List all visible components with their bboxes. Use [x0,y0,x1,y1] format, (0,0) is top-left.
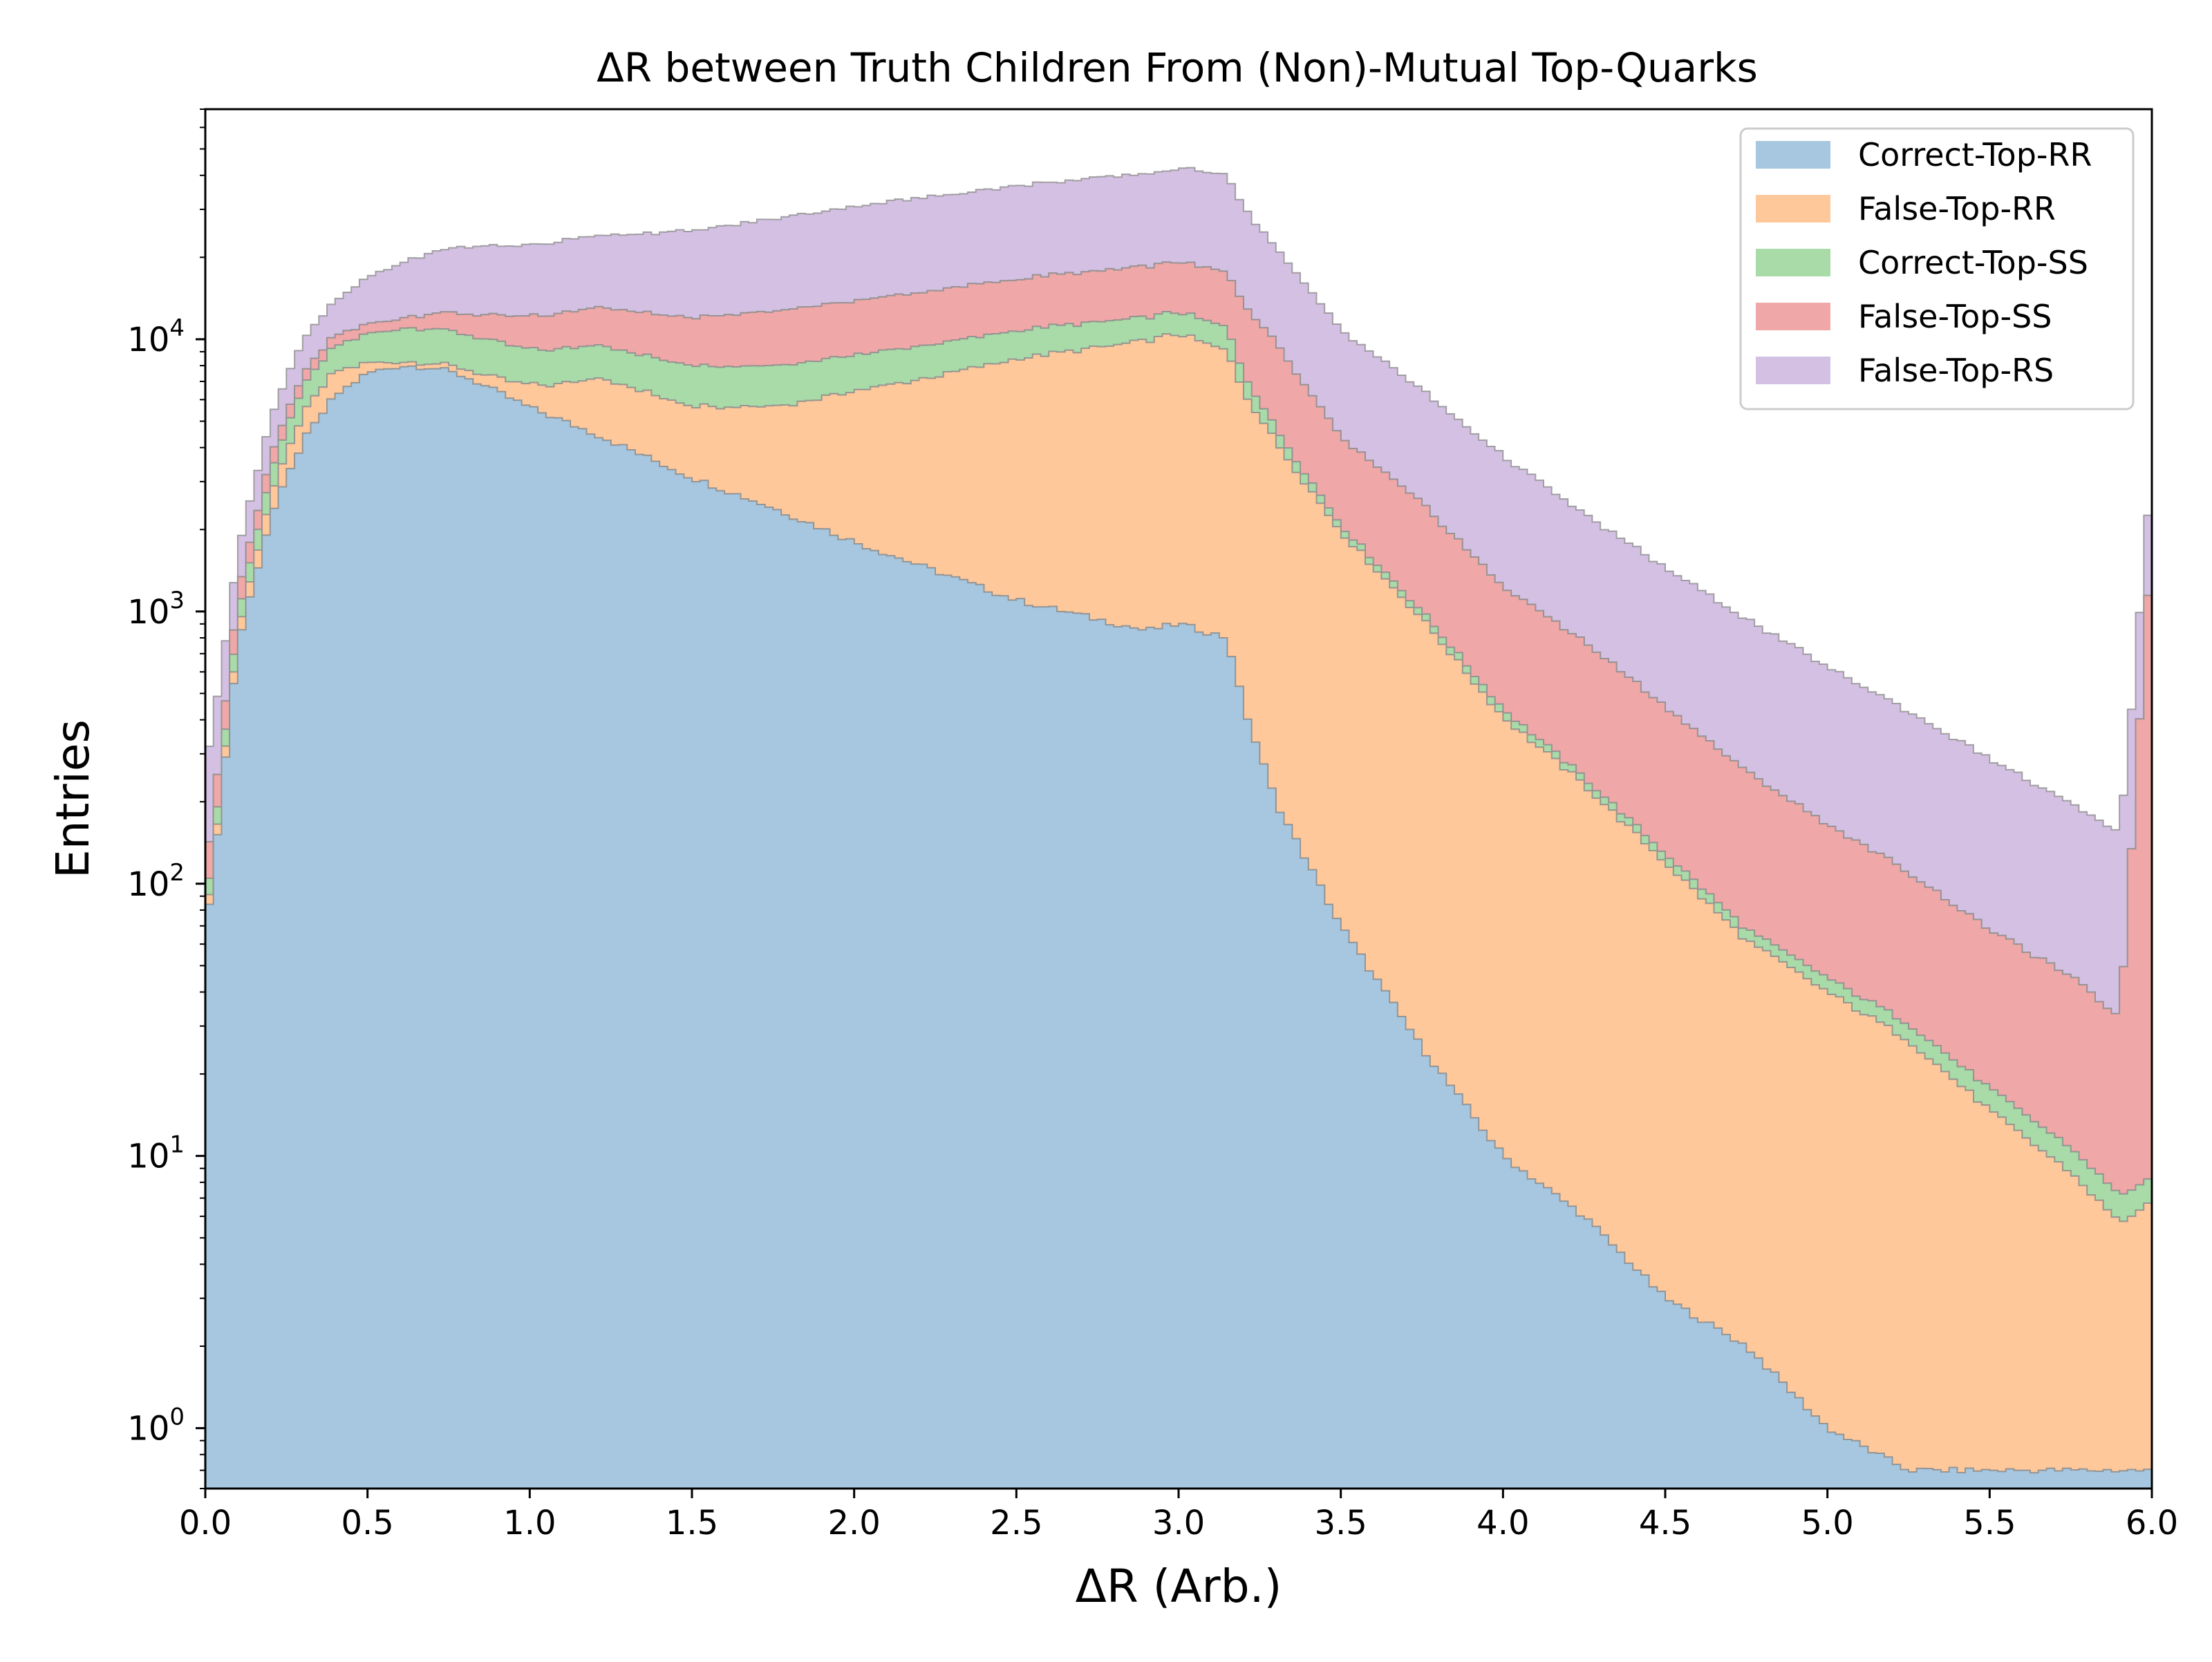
x-tick-label: 2.5 [990,1504,1042,1542]
x-tick-label: 6.0 [2126,1504,2178,1542]
legend-frame [1739,127,2135,410]
legend-swatch [1756,249,1830,276]
x-tick-label: 1.0 [503,1504,556,1542]
legend: Correct-Top-RR False-Top-RR Correct-Top-SS… [1739,127,2135,410]
x-axis-label: ΔR (Arb.) [1076,1560,1282,1613]
x-tick-label: 5.5 [1963,1504,2016,1542]
y-axis-label: Entries [46,719,100,878]
legend-items: Correct-Top-RR False-Top-RR Correct-Top-SS… [1756,136,2092,389]
legend-label: False-Top-RR [1858,190,2056,227]
legend-label: Correct-Top-SS [1858,244,2088,281]
y-tick-label: 103 [127,587,185,632]
y-axis-ticks: 100 101 102 103 104 [127,108,205,1489]
y-tick-label: 101 [127,1131,185,1176]
legend-label: Correct-Top-RR [1858,136,2092,173]
x-tick-label: 4.5 [1639,1504,1691,1542]
x-tick-label: 0.0 [179,1504,232,1542]
x-tick-label: 3.5 [1314,1504,1367,1542]
x-tick-label: 0.5 [341,1504,393,1542]
legend-label: False-Top-SS [1858,298,2052,335]
x-tick-label: 1.5 [666,1504,718,1542]
y-tick-label: 102 [127,859,185,904]
y-tick-label: 100 [127,1404,185,1448]
legend-swatch [1756,357,1830,384]
x-tick-label: 3.0 [1152,1504,1205,1542]
legend-label: False-Top-RS [1858,352,2054,389]
x-tick-label: 4.0 [1477,1504,1529,1542]
legend-swatch [1756,195,1830,223]
y-tick-label: 104 [127,314,185,359]
x-tick-label: 2.0 [827,1504,880,1542]
legend-swatch [1756,303,1830,330]
x-axis-ticks: 0.0 0.5 1.0 1.5 2.0 2.5 3.0 3.5 4.0 4.5 5.0 5.5 6.0 [179,1489,2178,1542]
x-tick-label: 5.0 [1801,1504,1853,1542]
legend-swatch [1756,141,1830,169]
chart-title: ΔR between Truth Children From (Non)-Mut… [597,44,1758,91]
